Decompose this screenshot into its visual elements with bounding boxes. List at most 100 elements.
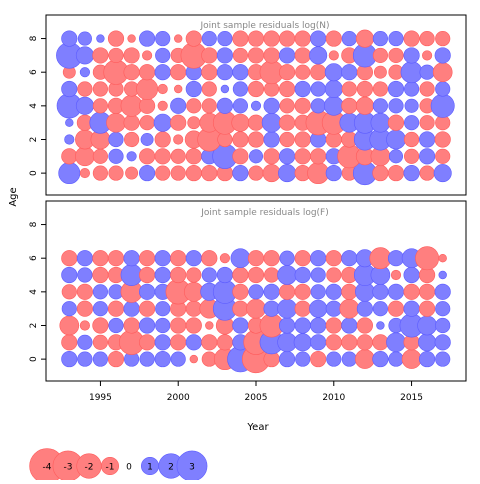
bubble-age6-2007: [279, 250, 295, 266]
bubble-age3-2001: [185, 300, 202, 317]
x-tick-label: 2000: [167, 393, 190, 403]
bubble-age1-2001: [185, 148, 202, 165]
bubble-age0-2012: [355, 349, 375, 369]
bubble-age5-2008: [294, 266, 311, 284]
legend-label: -2: [85, 463, 94, 473]
bubble-age4-2003: [216, 97, 233, 114]
bubble-age1-1993: [61, 334, 78, 351]
bubble-age5-1994: [77, 267, 93, 283]
x-tick-label: 2010: [322, 393, 345, 403]
bubble-age3-2009: [309, 299, 328, 318]
bubble-age4-2010: [325, 283, 342, 300]
bubble-age3-2014: [387, 114, 405, 131]
bubble-age7-2007: [279, 47, 296, 64]
bubble-age3-2006: [263, 300, 280, 317]
bubble-age0-2000: [170, 351, 186, 367]
bubble-age0-2014: [387, 165, 405, 182]
legend-label: -4: [43, 463, 52, 473]
bubble-age1-2008: [293, 333, 312, 352]
bubble-age3-1993: [65, 118, 74, 127]
bubble-age1-2000: [170, 334, 187, 351]
bubble-age5-2017: [435, 81, 451, 97]
x-axis: 1995 2000 2005 2010 2015: [89, 381, 423, 403]
bubble-age1-2004: [232, 148, 249, 165]
bubble-age6-1994: [76, 250, 93, 267]
bubble-age5-2010: [326, 267, 342, 283]
bubble-age4-2006: [263, 283, 280, 300]
bubble-age0-1995: [92, 165, 108, 181]
bubble-age5-2015: [403, 266, 420, 284]
bubble-age5-2005: [247, 80, 265, 98]
bubble-age5-2002: [201, 267, 217, 283]
bubble-age6-1995: [92, 250, 109, 267]
bubble-age3-2013: [372, 301, 388, 317]
bubble-age5-2016: [419, 81, 435, 97]
bubble-age5-2008: [294, 80, 311, 98]
bubble-age1-1994: [75, 146, 95, 167]
bubble-age0-1996: [107, 351, 125, 368]
bubble-age4-1995: [92, 284, 108, 300]
bubble-age3-2012: [356, 300, 373, 317]
bubble-age4-1994: [75, 96, 94, 115]
bubble-age2-2000: [173, 134, 184, 145]
y-tick-label: 8: [29, 35, 39, 41]
bubble-age6-2009: [310, 250, 327, 267]
bubble-age1-2009: [310, 148, 327, 165]
bubble-age4-2009: [310, 284, 326, 300]
bubble-age4-2014: [388, 98, 404, 114]
bubble-age8-2001: [185, 30, 202, 47]
bubble-age0-1993: [61, 351, 78, 368]
bubble-age8-2013: [372, 31, 388, 47]
bubble-age5-2010: [324, 80, 343, 99]
bubble-age4-2002: [201, 98, 217, 114]
bubble-age0-2004: [232, 165, 249, 182]
bubble-age1-2010: [325, 334, 342, 351]
bubble-age2-2015: [404, 131, 420, 148]
bubble-age8-1996: [107, 30, 125, 47]
bubble-age5-1999: [157, 83, 168, 95]
bubble-age8-2003: [217, 31, 233, 47]
bubble-age7-2005: [247, 47, 265, 64]
bubble-age4-2008: [294, 283, 311, 300]
panel-logN-bubbles: [56, 29, 455, 186]
bubble-age3-2016: [419, 115, 435, 131]
bubble-age2-2016: [417, 315, 437, 336]
bubble-age2-1998: [140, 133, 154, 146]
bubble-age7-1999: [155, 47, 171, 63]
bubble-age6-1999: [154, 250, 171, 267]
bubble-age3-2011: [339, 298, 360, 319]
bubble-age7-2006: [263, 47, 280, 64]
bubble-age4-2009: [310, 98, 326, 114]
bubble-age6-1999: [154, 64, 171, 81]
panel-logN-title: Joint sample residuals log(N): [199, 21, 329, 31]
legend-label: -1: [106, 463, 115, 473]
bubble-age0-2015: [401, 349, 422, 369]
bubble-age3-1999: [153, 113, 172, 132]
bubble-age5-2000: [170, 266, 187, 284]
bubble-age3-2017: [435, 301, 451, 317]
bubble-age2-2007: [279, 317, 296, 334]
bubble-age3-2000: [170, 114, 187, 131]
bubble-age0-1994: [77, 351, 93, 367]
bubble-age0-2001: [185, 165, 202, 182]
bubble-age5-2011: [341, 81, 357, 97]
bubble-age6-2003: [219, 253, 230, 264]
bubble-age2-2017: [435, 317, 451, 334]
bubble-age8-1993: [61, 30, 78, 47]
bubble-age2-1996: [108, 131, 124, 148]
bubble-age0-2017: [435, 351, 451, 367]
bubble-age5-2001: [185, 80, 202, 98]
bubble-age3-2010: [325, 300, 342, 317]
bubble-age0-1998: [139, 351, 155, 367]
bubble-age7-2009: [309, 46, 328, 65]
bubble-age6-2016: [415, 246, 440, 271]
bubble-age8-1994: [77, 31, 92, 46]
bubble-age8-2000: [174, 34, 183, 43]
bubble-age5-2015: [404, 81, 420, 97]
bubble-age5-2003: [216, 266, 233, 284]
bubble-age1-2016: [419, 148, 436, 165]
bubble-age3-2013: [370, 112, 391, 133]
bubble-age8-1998: [139, 30, 156, 47]
y-axis-label: Age: [8, 187, 19, 206]
bubble-age4-1998: [139, 283, 156, 300]
